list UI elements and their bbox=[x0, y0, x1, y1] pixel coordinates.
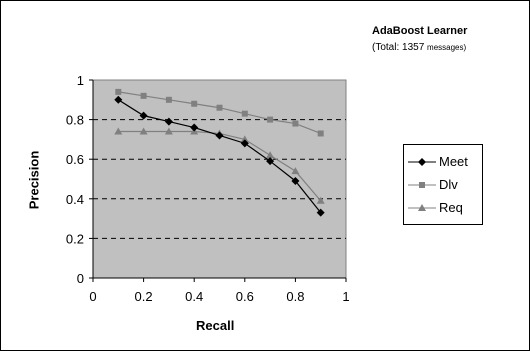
tick-label-x-3: 0.6 bbox=[236, 289, 254, 304]
point-meet-8 bbox=[316, 208, 325, 217]
legend-label-dlv: Dlv bbox=[439, 177, 458, 192]
tick-label-y-3: 0.6 bbox=[66, 152, 84, 167]
tick-label-x-4: 0.8 bbox=[286, 289, 304, 304]
point-meet-0 bbox=[114, 95, 123, 104]
point-meet-2 bbox=[164, 117, 173, 126]
tick-label-x-5: 1 bbox=[342, 289, 349, 304]
legend-marker-req bbox=[408, 204, 436, 211]
tick-label-y-1: 0.2 bbox=[66, 231, 84, 246]
point-dlv-0 bbox=[115, 88, 122, 95]
point-req-8 bbox=[316, 196, 325, 204]
point-dlv-4 bbox=[216, 104, 223, 111]
point-meet-3 bbox=[190, 123, 199, 132]
tick-label-x-1: 0.2 bbox=[135, 289, 153, 304]
plot-area bbox=[92, 79, 347, 279]
point-dlv-1 bbox=[140, 92, 147, 99]
point-dlv-5 bbox=[241, 110, 248, 117]
legend-item-dlv: Dlv bbox=[404, 176, 482, 194]
point-dlv-8 bbox=[317, 130, 324, 137]
tick-label-x-2: 0.4 bbox=[185, 289, 203, 304]
point-meet-4 bbox=[215, 131, 224, 140]
legend-label-req: Req bbox=[439, 200, 463, 215]
point-dlv-6 bbox=[267, 116, 274, 123]
point-dlv-2 bbox=[165, 96, 172, 103]
tick-label-y-4: 0.8 bbox=[66, 113, 84, 128]
point-meet-1 bbox=[139, 111, 148, 120]
x-axis-title: Recall bbox=[196, 318, 235, 333]
point-req-6 bbox=[266, 151, 275, 159]
chart-subtitle: (Total: 1357 messages) bbox=[372, 42, 466, 53]
chart-subtitle-suffix: messages) bbox=[427, 43, 467, 52]
y-axis-title: Precision bbox=[26, 150, 42, 210]
chart-subtitle-prefix: (Total: 1357 bbox=[372, 42, 428, 53]
tick-label-y-2: 0.4 bbox=[66, 192, 84, 207]
point-req-2 bbox=[164, 127, 173, 135]
point-req-1 bbox=[139, 127, 148, 135]
legend-marker-meet bbox=[408, 158, 436, 166]
tick-label-y-5: 1 bbox=[77, 73, 84, 88]
legend: Meet Dlv Req bbox=[403, 144, 483, 225]
point-meet-7 bbox=[291, 176, 300, 185]
point-req-0 bbox=[114, 127, 123, 135]
tick-label-y-0: 0 bbox=[77, 271, 84, 286]
legend-marker-dlv bbox=[408, 182, 436, 188]
point-dlv-7 bbox=[292, 120, 299, 127]
point-meet-5 bbox=[240, 139, 249, 148]
legend-item-meet: Meet bbox=[404, 153, 482, 171]
point-meet-6 bbox=[266, 157, 275, 166]
legend-item-req: Req bbox=[404, 199, 482, 217]
point-dlv-3 bbox=[191, 100, 198, 107]
tick-label-x-0: 0 bbox=[89, 289, 96, 304]
point-req-5 bbox=[240, 135, 249, 143]
point-req-7 bbox=[291, 167, 300, 175]
chart-title: AdaBoost Learner bbox=[372, 25, 468, 37]
legend-label-meet: Meet bbox=[439, 154, 468, 169]
